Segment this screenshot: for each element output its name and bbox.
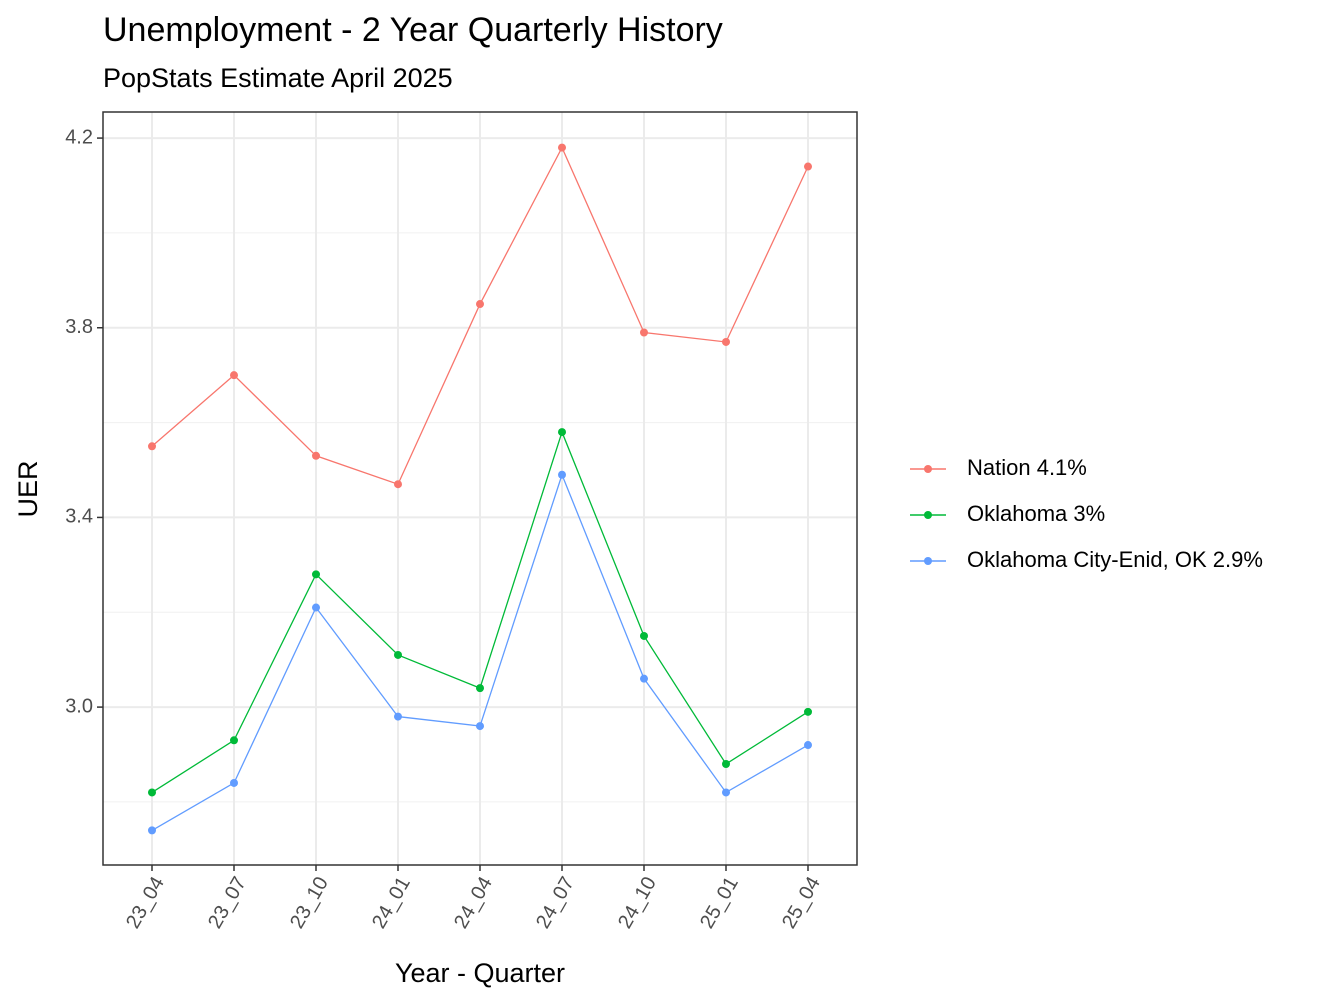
data-point xyxy=(558,143,566,152)
data-point xyxy=(804,162,812,171)
y-tick-label: 3.0 xyxy=(65,695,93,717)
data-point xyxy=(804,707,812,716)
legend-marker xyxy=(924,511,932,519)
x-tick-label: 23_10 xyxy=(286,873,333,932)
data-point xyxy=(722,759,730,768)
legend-label: Nation 4.1% xyxy=(967,455,1087,480)
data-point xyxy=(722,788,730,797)
data-point xyxy=(640,328,648,337)
chart-subtitle: PopStats Estimate April 2025 xyxy=(103,63,453,93)
x-tick-label: 23_04 xyxy=(122,873,169,932)
plot-border xyxy=(102,111,858,866)
legend-marker xyxy=(924,465,932,473)
data-point xyxy=(312,570,320,579)
data-point xyxy=(640,631,648,640)
x-axis-title: Year - Quarter xyxy=(395,958,565,988)
data-point xyxy=(558,470,566,479)
data-point xyxy=(394,650,402,659)
data-point xyxy=(476,300,484,309)
data-point xyxy=(312,451,320,460)
data-point xyxy=(148,442,156,451)
x-tick-label: 24_04 xyxy=(450,873,497,932)
x-tick-label: 23_07 xyxy=(204,873,251,932)
data-point xyxy=(476,722,484,731)
data-point xyxy=(230,778,238,787)
data-point xyxy=(640,674,648,683)
legend-label: Oklahoma City-Enid, OK 2.9% xyxy=(967,547,1263,572)
data-point xyxy=(230,371,238,380)
data-point xyxy=(476,684,484,693)
data-point xyxy=(394,480,402,489)
y-tick-label: 3.8 xyxy=(65,316,93,338)
x-tick-label: 25_04 xyxy=(778,873,825,932)
data-point xyxy=(230,736,238,745)
legend-marker xyxy=(924,557,932,565)
data-point xyxy=(394,712,402,721)
y-axis-title: UER xyxy=(13,460,43,517)
x-tick-label: 24_10 xyxy=(614,873,661,932)
x-tick-label: 25_01 xyxy=(696,873,743,932)
chart-title: Unemployment - 2 Year Quarterly History xyxy=(103,11,723,49)
data-point xyxy=(148,826,156,835)
y-tick-label: 3.4 xyxy=(65,506,93,528)
data-point xyxy=(722,337,730,346)
data-point xyxy=(312,603,320,612)
data-point xyxy=(804,741,812,750)
x-tick-label: 24_01 xyxy=(368,873,415,932)
data-point xyxy=(148,788,156,797)
x-tick-label: 24_07 xyxy=(532,873,579,932)
data-point xyxy=(558,428,566,437)
y-tick-label: 4.2 xyxy=(65,126,93,148)
legend-label: Oklahoma 3% xyxy=(967,501,1105,526)
